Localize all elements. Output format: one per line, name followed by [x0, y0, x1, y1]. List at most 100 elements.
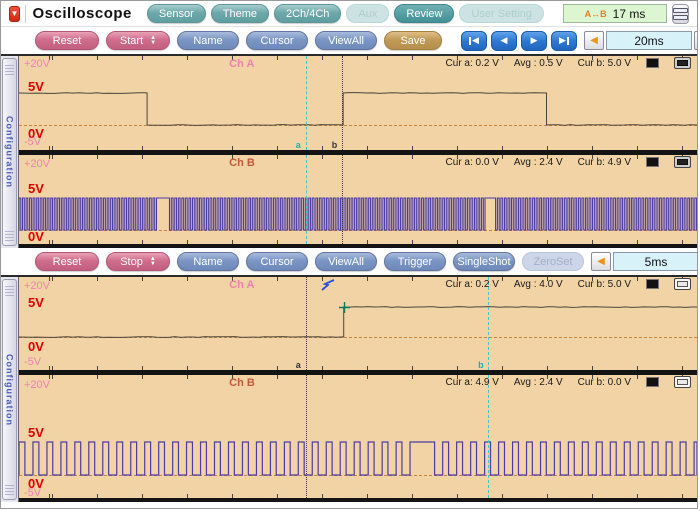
ab-time-display: A↔B 17 ms [563, 4, 667, 23]
stacked-panels-icon [673, 7, 688, 13]
cursor-b-line[interactable] [341, 56, 343, 150]
waveform-ch-b [19, 197, 697, 231]
timebase-value-1[interactable]: 20ms [606, 31, 692, 50]
scope1-channel-a: +20V 5V 0V -5V Ch A Cur a: 0.2 V Avg : 0… [19, 56, 697, 150]
cursor-b-label: b [478, 360, 484, 370]
channel-frame-toggle[interactable] [674, 156, 691, 168]
avg-readout: Avg : 0.5 V [513, 57, 563, 69]
scope2-channel-b: +20V 5V 0V -5V Ch B Cur a: 4.9 V Avg : 2… [19, 375, 697, 498]
timebase-increase-button-1[interactable]: ▶ [694, 31, 697, 50]
cursor-a-readout: Cur a: 0.2 V [445, 57, 499, 69]
left-triangle-icon: ◀ [590, 35, 598, 46]
readout-row: Cur a: 4.9 V Avg : 2.4 V Cur b: 0.0 V [446, 376, 691, 388]
nav-next-icon: ▶ [530, 35, 538, 45]
channel-title: Ch A [229, 279, 255, 291]
user-setting-button[interactable]: User Setting [459, 4, 544, 23]
channel-frame-toggle[interactable] [674, 57, 691, 69]
toolbar-scope1: Reset Start ▲ ▼ Name Cursor ViewAll Save … [1, 27, 697, 54]
readout-row: Cur a: 0.2 V Avg : 4.0 V Cur b: 5.0 V [446, 278, 691, 290]
waveform-ch-a [19, 92, 697, 126]
start-button[interactable]: Start ▲ ▼ [106, 31, 170, 50]
nav-next-button[interactable]: ▶ [521, 30, 547, 51]
v-label-plus20: +20V [24, 158, 50, 170]
singleshot-button[interactable]: SingleShot [453, 252, 515, 271]
configuration-tab-1[interactable]: Configuration [2, 58, 17, 246]
name-button-2[interactable]: Name [177, 252, 239, 271]
grid-ticks [19, 146, 697, 150]
stop-button[interactable]: Stop ▲ ▼ [106, 252, 170, 271]
channel-solid-toggle[interactable] [646, 279, 659, 289]
sensor-button[interactable]: Sensor [146, 4, 206, 23]
v-label-0: 0V [28, 126, 44, 141]
trigger-point-icon[interactable] [338, 302, 350, 313]
cursor-button-1[interactable]: Cursor [246, 31, 308, 50]
left-triangle-icon: ◀ [597, 256, 605, 267]
scope1-channel-b: +20V 5V 0V Ch B Cur a: 0.0 V Avg : 2.4 V… [19, 155, 697, 244]
readout-row: Cur a: 0.0 V Avg : 2.4 V Cur b: 4.9 V [446, 156, 691, 168]
title-bar: ▼ Oscilloscope Sensor Theme 2Ch/4Ch Aux … [1, 1, 697, 27]
cursor-button-2[interactable]: Cursor [246, 252, 308, 271]
waveform-ch-b [19, 441, 697, 476]
nav-last-icon: ▶ [559, 35, 566, 45]
trigger-flag-icon[interactable] [321, 279, 335, 291]
aux-button[interactable]: Aux [346, 4, 390, 23]
toolbar-scope2: Reset Stop ▲ ▼ Name Cursor ViewAll Trigge… [1, 248, 697, 275]
timebase-stepper-2: ◀ 5ms ▶ [591, 252, 697, 271]
v-label-plus20: +20V [24, 280, 50, 292]
channel-solid-toggle[interactable] [646, 58, 659, 68]
nav-last-button[interactable]: ▶ [551, 30, 577, 51]
scope-panel-2: Configuration +20V 5V 0V [1, 275, 697, 502]
grip-icon [5, 284, 14, 296]
channel-solid-toggle[interactable] [646, 377, 659, 387]
v-label-5: 5V [28, 79, 44, 94]
avg-readout: Avg : 2.4 V [513, 156, 563, 168]
reset-button-1[interactable]: Reset [35, 31, 99, 50]
channel-title: Ch B [229, 157, 255, 169]
timebase-value-2[interactable]: 5ms [613, 252, 697, 271]
save-button[interactable]: Save [384, 31, 442, 50]
chevron-down-icon: ▼ [10, 9, 19, 18]
scope-panel-1: Configuration +20V 5V 0V -5V Ch A Cur a:… [1, 54, 697, 248]
layout-button[interactable] [672, 3, 689, 24]
channel-divider [19, 370, 697, 375]
app-menu-icon[interactable]: ▼ [9, 5, 21, 22]
grid-ticks [19, 56, 697, 60]
v-label-5: 5V [28, 425, 44, 440]
spinner-arrows-icon: ▲ ▼ [150, 34, 157, 46]
viewall-button-1[interactable]: ViewAll [315, 31, 377, 50]
configuration-tab-2[interactable]: Configuration [2, 279, 17, 500]
zeroset-button[interactable]: ZeroSet [522, 252, 584, 271]
name-button-1[interactable]: Name [177, 31, 239, 50]
channel-mode-button[interactable]: 2Ch/4Ch [274, 4, 342, 23]
ab-time-value: 17 ms [612, 6, 646, 21]
cursor-b-line[interactable] [341, 155, 343, 244]
nav-prev-button[interactable]: ◀ [491, 30, 517, 51]
cursor-a-readout: Cur a: 4.9 V [445, 376, 499, 388]
nav-first-button[interactable]: ◀ [461, 30, 487, 51]
cursor-a-label: a [295, 360, 301, 370]
timebase-decrease-button-2[interactable]: ◀ [591, 252, 611, 271]
cursor-a-line[interactable] [305, 56, 307, 150]
cursor-b-line[interactable] [488, 375, 490, 498]
channel-title: Ch A [229, 58, 255, 70]
cursor-a-readout: Cur a: 0.2 V [445, 278, 499, 290]
nav-group: ◀ ◀ ▶ ▶ [461, 30, 577, 51]
cursor-b-line[interactable] [488, 277, 490, 370]
viewall-button-2[interactable]: ViewAll [315, 252, 377, 271]
review-button[interactable]: Review [394, 4, 455, 23]
avg-readout: Avg : 4.0 V [513, 278, 563, 290]
cursor-a-line[interactable] [305, 155, 307, 244]
channel-frame-toggle[interactable] [674, 376, 691, 388]
theme-button[interactable]: Theme [210, 4, 269, 23]
cursor-b-readout: Cur b: 0.0 V [577, 376, 631, 388]
readout-row: Cur a: 0.2 V Avg : 0.5 V Cur b: 5.0 V [446, 57, 691, 69]
cursor-a-line[interactable] [305, 375, 307, 498]
trigger-button[interactable]: Trigger [384, 252, 446, 271]
timebase-decrease-button-1[interactable]: ◀ [584, 31, 604, 50]
reset-button-2[interactable]: Reset [35, 252, 99, 271]
channel-solid-toggle[interactable] [646, 157, 659, 167]
channel-frame-toggle[interactable] [674, 278, 691, 290]
cursor-a-line[interactable] [305, 277, 307, 370]
v-label-0: 0V [28, 476, 44, 491]
cursor-a-label: a [295, 140, 301, 150]
